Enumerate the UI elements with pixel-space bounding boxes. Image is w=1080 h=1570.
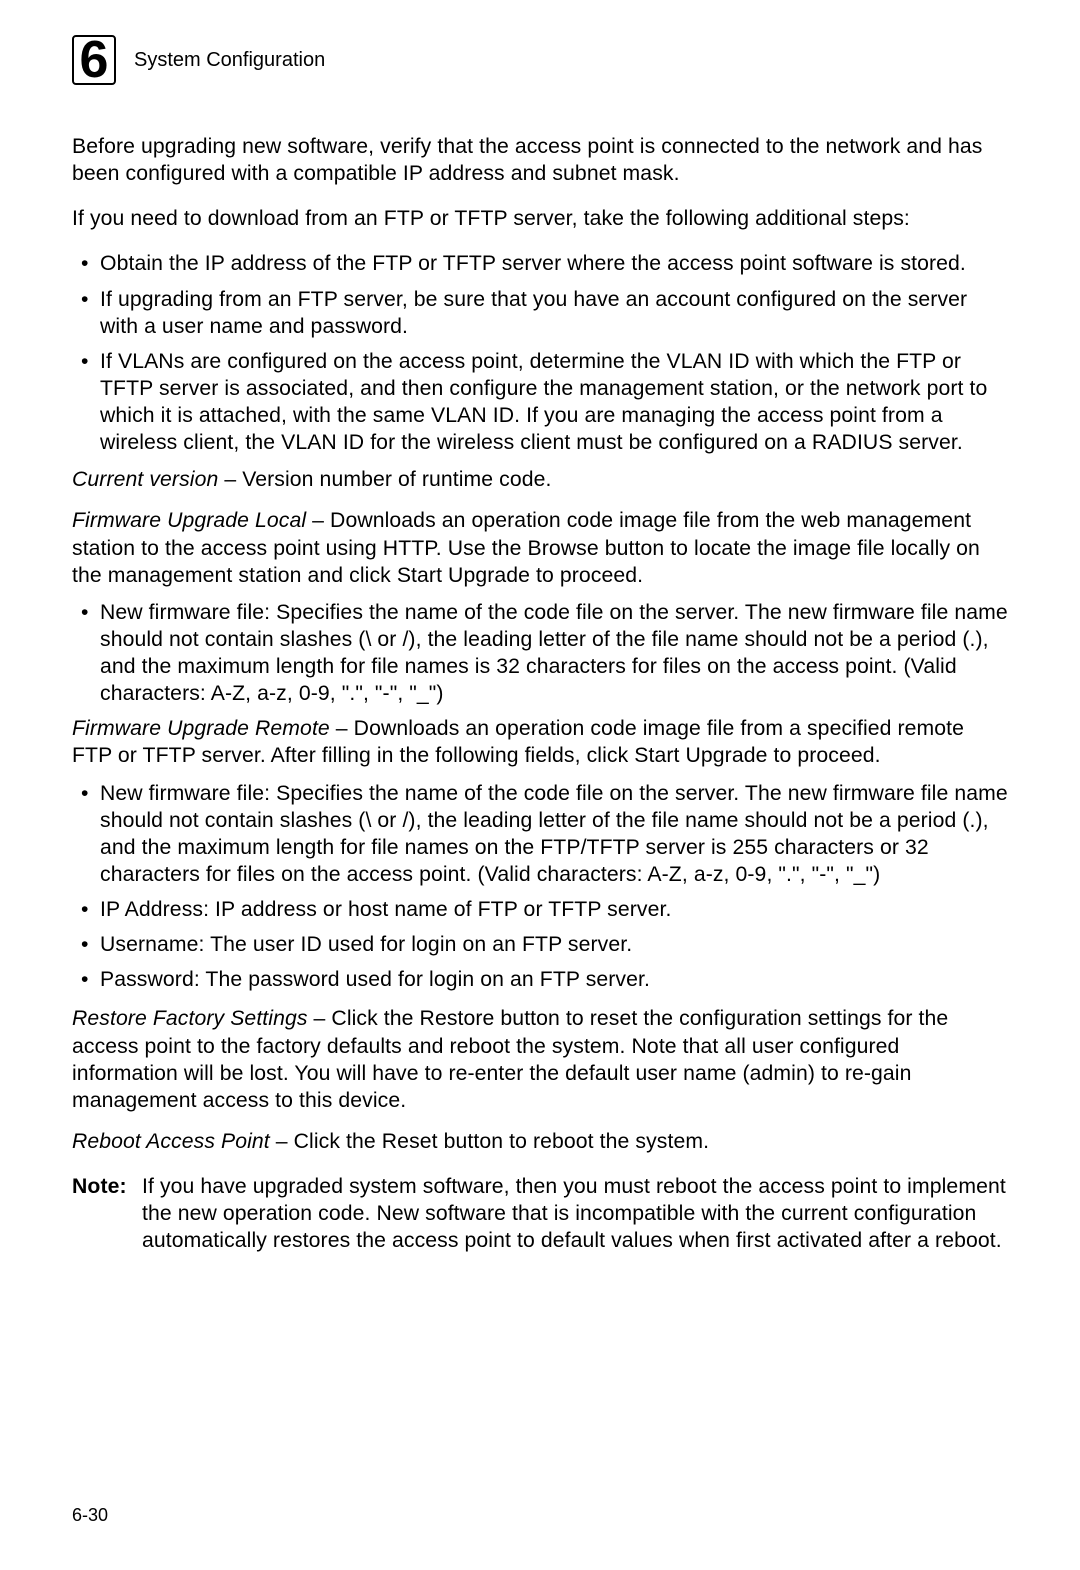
chapter-number: 6 (80, 34, 109, 86)
list-item: New firmware file: Specifies the name of… (72, 780, 1008, 889)
firmware-local-list: New firmware file: Specifies the name of… (72, 599, 1008, 708)
list-item: Obtain the IP address of the FTP or TFTP… (72, 250, 1008, 277)
term-restore: Restore Factory Settings (72, 1007, 308, 1030)
list-item: IP Address: IP address or host name of F… (72, 896, 1008, 923)
restore-factory-para: Restore Factory Settings – Click the Res… (72, 1005, 1008, 1114)
list-item: Username: The user ID used for login on … (72, 931, 1008, 958)
firmware-local-para: Firmware Upgrade Local – Downloads an op… (72, 507, 1008, 588)
current-version-para: Current version – Version number of runt… (72, 466, 1008, 493)
term-reboot: Reboot Access Point (72, 1130, 270, 1153)
body-content: Before upgrading new software, verify th… (72, 133, 1008, 1254)
intro-paragraph-2: If you need to download from an FTP or T… (72, 205, 1008, 232)
desc-current-version: – Version number of runtime code. (218, 468, 551, 491)
page-number: 6-30 (72, 1505, 108, 1526)
note-label: Note: (72, 1173, 142, 1254)
list-item: New firmware file: Specifies the name of… (72, 599, 1008, 708)
note-block: Note: If you have upgraded system softwa… (72, 1173, 1008, 1254)
page-header: 6 System Configuration (72, 35, 1008, 85)
term-firmware-local: Firmware Upgrade Local (72, 509, 306, 532)
term-firmware-remote: Firmware Upgrade Remote (72, 717, 330, 740)
section-title: System Configuration (134, 49, 325, 72)
reboot-para: Reboot Access Point – Click the Reset bu… (72, 1128, 1008, 1155)
prep-steps-list: Obtain the IP address of the FTP or TFTP… (72, 250, 1008, 456)
firmware-remote-para: Firmware Upgrade Remote – Downloads an o… (72, 715, 1008, 769)
list-item: If upgrading from an FTP server, be sure… (72, 286, 1008, 340)
desc-reboot: – Click the Reset button to reboot the s… (270, 1130, 709, 1153)
intro-paragraph-1: Before upgrading new software, verify th… (72, 133, 1008, 187)
chapter-number-box: 6 (72, 35, 116, 85)
list-item: Password: The password used for login on… (72, 966, 1008, 993)
firmware-remote-list: New firmware file: Specifies the name of… (72, 780, 1008, 994)
note-text: If you have upgraded system software, th… (142, 1173, 1008, 1254)
document-page: 6 System Configuration Before upgrading … (0, 0, 1080, 1570)
list-item: If VLANs are configured on the access po… (72, 348, 1008, 457)
term-current-version: Current version (72, 468, 218, 491)
